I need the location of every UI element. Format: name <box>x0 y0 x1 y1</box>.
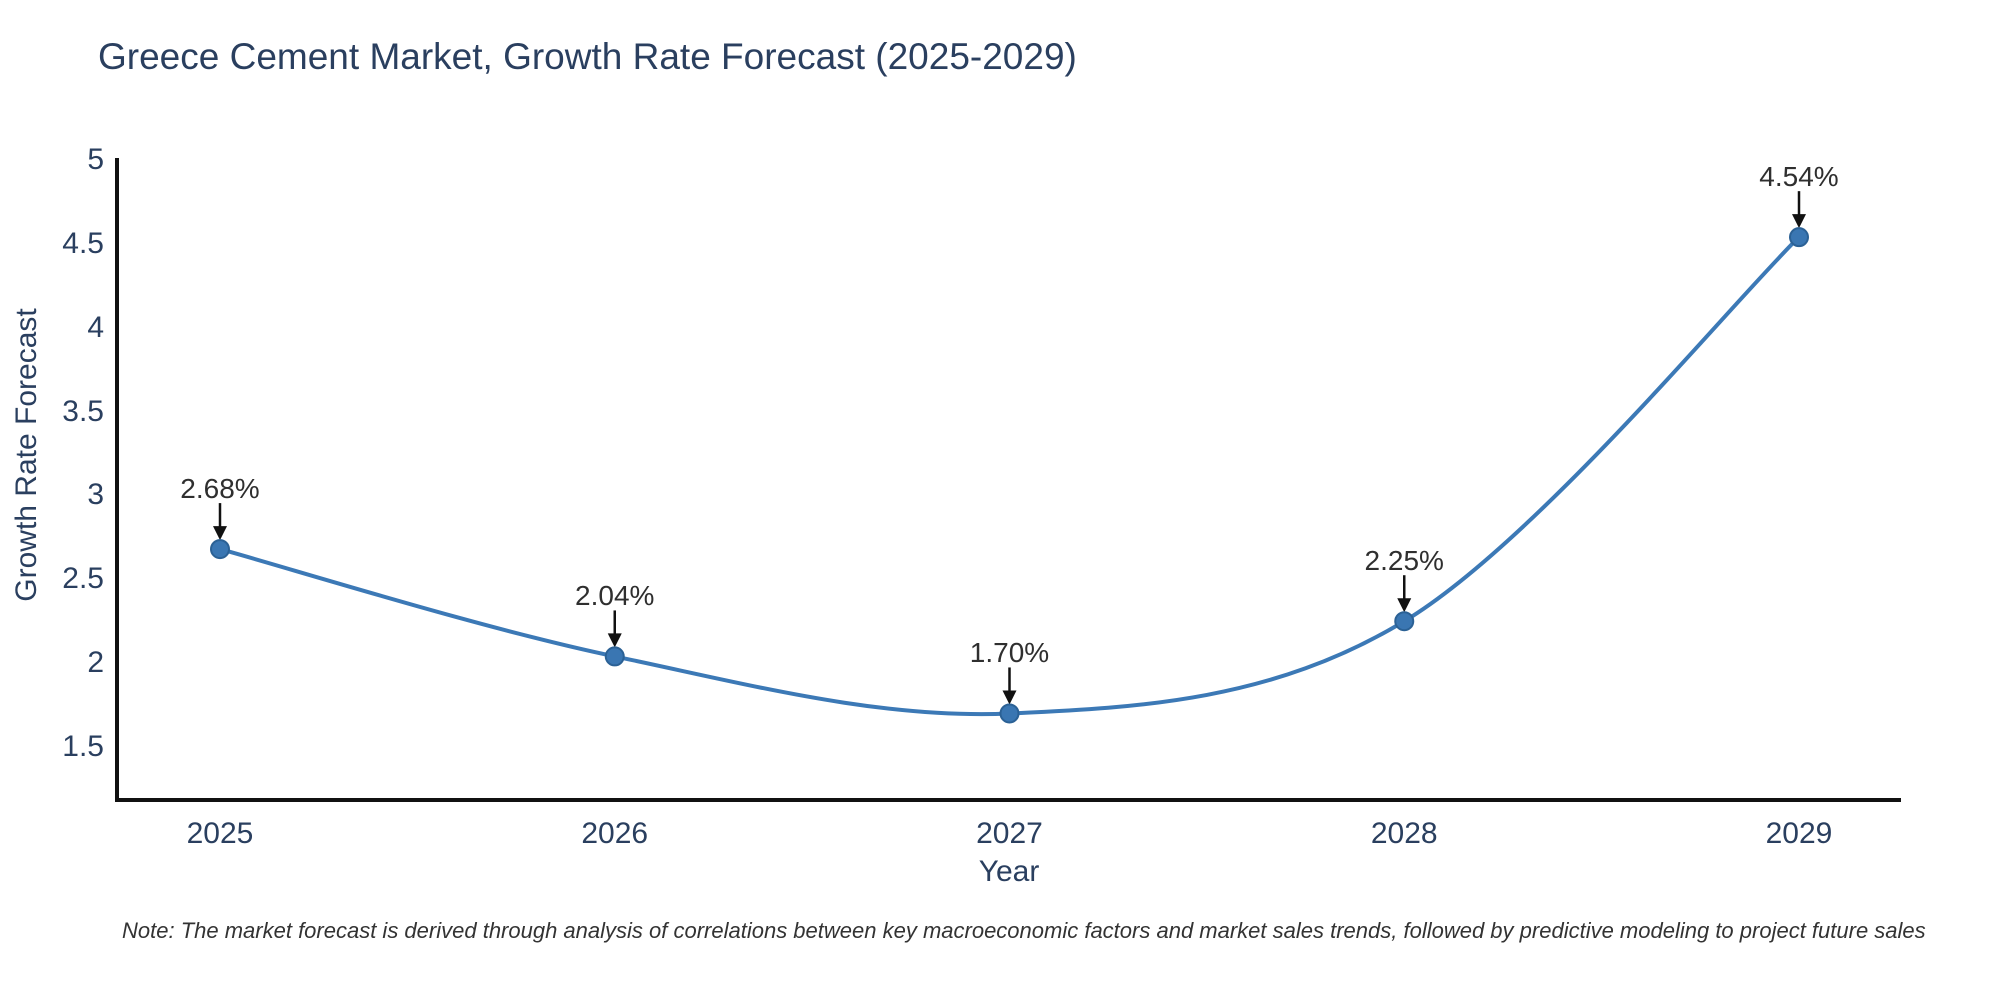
x-tick-label: 2029 <box>1765 817 1833 850</box>
data-point-label: 2.25% <box>1364 545 1444 577</box>
data-point-marker <box>999 703 1020 724</box>
data-point-marker <box>210 539 230 560</box>
x-tick-label: 2028 <box>1370 817 1438 850</box>
annotation-arrow-head-icon <box>1792 214 1806 229</box>
y-tick-label: 4.5 <box>62 226 104 260</box>
data-point-marker <box>604 646 625 667</box>
x-tick-label: 2025 <box>186 817 254 850</box>
annotation-arrow-head-icon <box>607 633 622 648</box>
annotation-arrow-head-icon <box>1002 690 1017 705</box>
y-tick-label: 4 <box>87 310 104 344</box>
annotation-arrow-head-icon <box>1397 598 1412 613</box>
y-tick-label: 1.5 <box>62 729 104 763</box>
data-point-label: 1.70% <box>969 637 1050 669</box>
data-point-marker <box>1394 611 1415 632</box>
x-axis-title: Year <box>978 855 1040 888</box>
y-tick-label: 2.5 <box>62 562 104 596</box>
footnote: Note: The market forecast is derived thr… <box>122 918 1926 943</box>
data-point-label: 2.68% <box>180 473 260 505</box>
x-tick-label: 2027 <box>976 817 1043 850</box>
chart-title: Greece Cement Market, Growth Rate Foreca… <box>98 36 1077 77</box>
data-point-marker <box>1789 227 1809 248</box>
y-tick-label: 3 <box>87 478 104 512</box>
y-tick-label: 2 <box>87 646 104 680</box>
data-point-label: 2.04% <box>575 580 655 612</box>
x-tick-label: 2026 <box>581 817 649 850</box>
y-tick-label: 3.5 <box>62 394 104 428</box>
annotation-arrow-head-icon <box>213 526 227 541</box>
data-point-label: 4.54% <box>1759 161 1839 193</box>
y-tick-label: 5 <box>87 143 104 176</box>
